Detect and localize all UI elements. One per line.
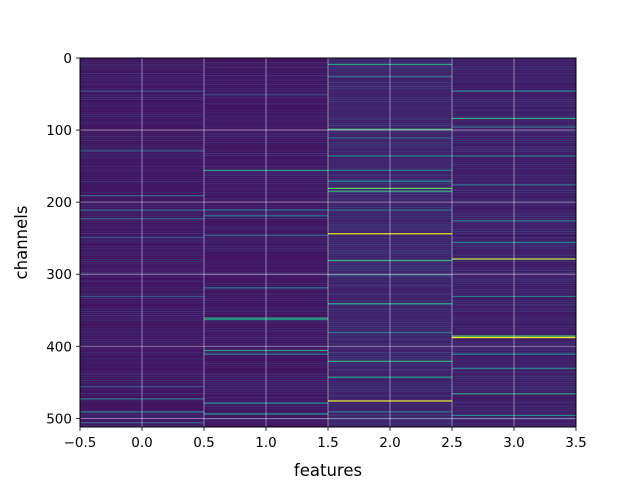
y-tick-label: 300 [46, 267, 72, 283]
x-tick-label: −0.5 [64, 435, 97, 451]
x-tick-label: 1.5 [317, 435, 338, 451]
y-tick-label: 500 [46, 411, 72, 427]
plot-area [80, 58, 576, 427]
x-tick-label: 0.0 [131, 435, 152, 451]
y-axis: 0 100 200 300 400 500 [46, 51, 80, 427]
x-tick-label: 2.0 [379, 435, 400, 451]
x-axis-label: features [294, 461, 362, 480]
x-tick-label: 0.5 [193, 435, 214, 451]
grid-lines [80, 58, 576, 427]
y-tick-label: 200 [46, 195, 72, 211]
y-axis-label: channels [12, 206, 31, 280]
y-tick-label: 400 [46, 339, 72, 355]
x-tick-label: 1.0 [255, 435, 276, 451]
y-tick-label: 100 [46, 123, 72, 139]
x-tick-label: 2.5 [441, 435, 462, 451]
x-tick-label: 3.5 [565, 435, 586, 451]
x-axis: −0.5 0.0 0.5 1.0 1.5 2.0 2.5 3.0 3.5 [64, 427, 587, 451]
x-tick-label: 3.0 [503, 435, 524, 451]
y-tick-label: 0 [63, 51, 72, 67]
